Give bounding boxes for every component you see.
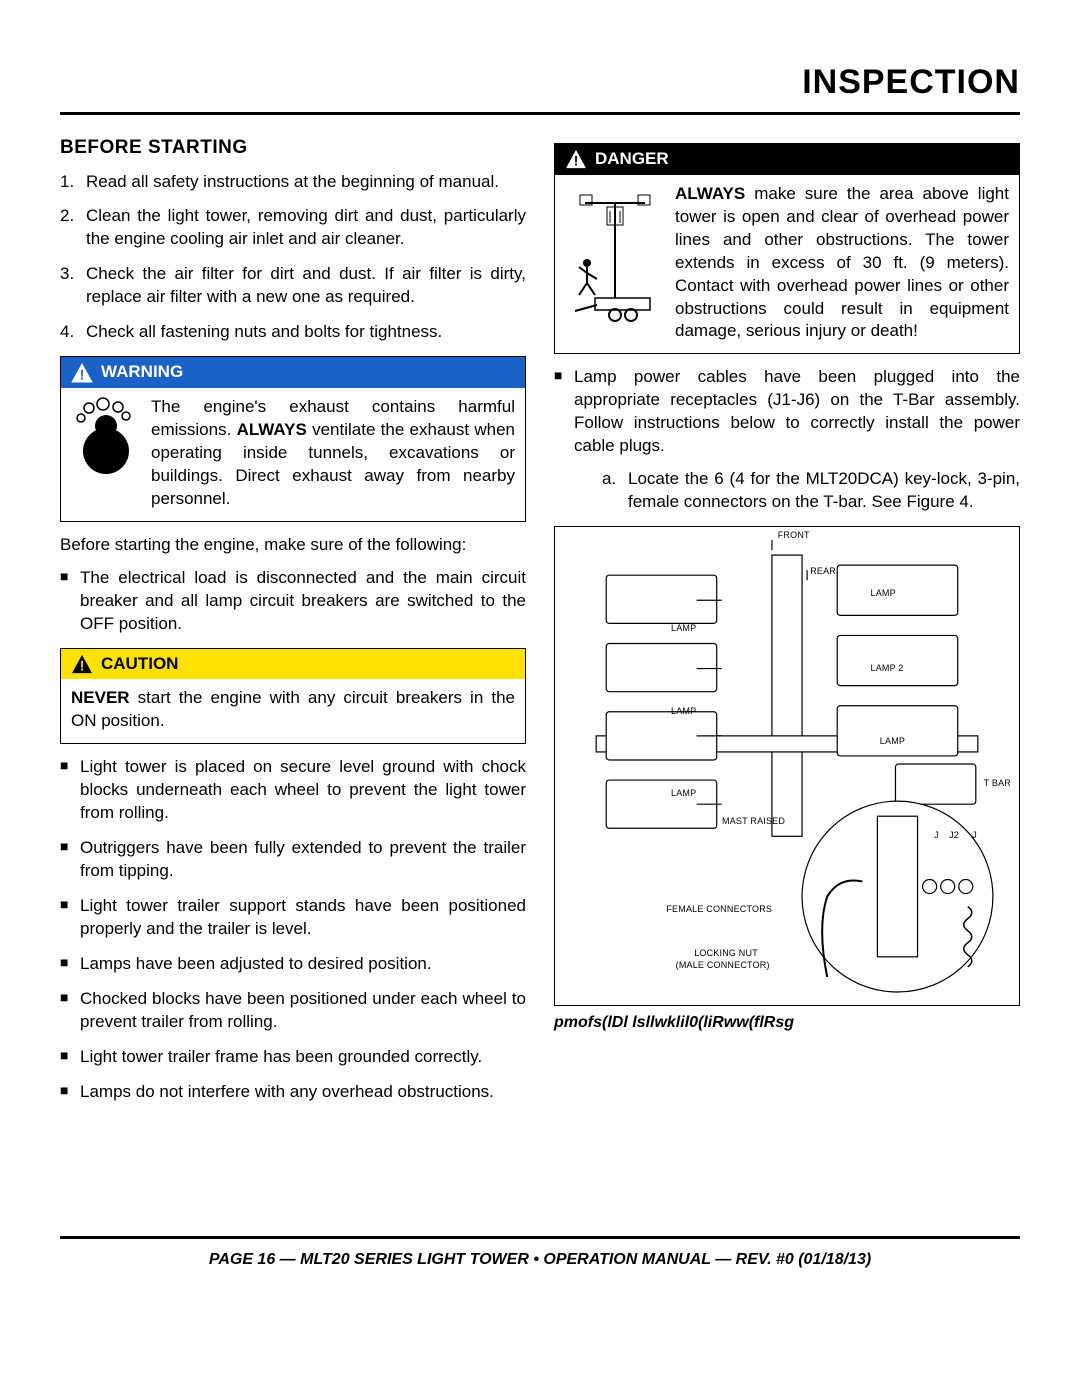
danger-body: ALWAYS make sure the area above light to… [555, 175, 1019, 354]
fig-label: LAMP [871, 587, 896, 599]
text-bold: NEVER [71, 688, 130, 707]
page-footer: PAGE 16 — MLT20 SERIES LIGHT TOWER • OPE… [60, 1236, 1020, 1271]
bullet-list: The electrical load is disconnected and … [60, 567, 526, 636]
sub-list: Locate the 6 (4 for the MLT20DCA) key-lo… [602, 468, 1020, 514]
text-bold: ALWAYS [675, 184, 745, 203]
two-column-layout: BEFORE STARTING Read all safety instruct… [60, 135, 1020, 1116]
svg-text:!: ! [574, 154, 579, 169]
list-item: Clean the light tower, removing dirt and… [60, 205, 526, 251]
svg-text:!: ! [80, 367, 85, 382]
list-item: Light tower trailer frame has been groun… [60, 1046, 526, 1069]
warning-label: WARNING [101, 361, 183, 384]
fig-label: MAST RAISED [722, 815, 785, 827]
caution-label: CAUTION [101, 653, 178, 676]
danger-callout: ! DANGER [554, 143, 1020, 355]
caution-callout: ! CAUTION NEVER start the engine with an… [60, 648, 526, 745]
list-item: Light tower trailer support stands have … [60, 895, 526, 941]
text-bold: ALWAYS [237, 420, 307, 439]
text: start the engine with any circuit breake… [71, 688, 515, 730]
warning-header: ! WARNING [61, 357, 525, 388]
page-title: INSPECTION [60, 60, 1020, 115]
fig-label: T BAR [984, 777, 1011, 789]
list-item: Chocked blocks have been positioned unde… [60, 988, 526, 1034]
left-column: BEFORE STARTING Read all safety instruct… [60, 135, 526, 1116]
text: Lamp power cables have been plugged into… [574, 367, 1020, 455]
right-column: ! DANGER [554, 135, 1020, 1116]
fig-label: J [972, 829, 977, 841]
figure-caption: pmofs(lDl lsllwklil0(liRww(flRsg [554, 1012, 1020, 1034]
warning-text: The engine's exhaust contains harmful em… [151, 396, 515, 511]
list-item: Read all safety instructions at the begi… [60, 171, 526, 194]
danger-label: DANGER [595, 148, 669, 171]
caution-body: NEVER start the engine with any circuit … [61, 679, 525, 743]
list-item: The electrical load is disconnected and … [60, 567, 526, 636]
figure-4: FRONT REAR LAMP LAMP LAMP 2 LAMP LAMP LA… [554, 526, 1020, 1006]
fig-label: LOCKING NUT [694, 947, 758, 959]
danger-header: ! DANGER [555, 144, 1019, 175]
caution-header: ! CAUTION [61, 649, 525, 680]
list-item: Lamp power cables have been plugged into… [554, 366, 1020, 514]
warning-triangle-icon: ! [71, 363, 93, 383]
list-item: Light tower is placed on secure level gr… [60, 756, 526, 825]
warning-body: The engine's exhaust contains harmful em… [61, 388, 525, 521]
fig-label: REAR [810, 565, 836, 577]
intro-paragraph: Before starting the engine, make sure of… [60, 534, 526, 557]
fig-label: LAMP [880, 735, 905, 747]
danger-text: ALWAYS make sure the area above light to… [675, 183, 1009, 344]
light-tower-icon [565, 183, 665, 333]
fig-label: FRONT [778, 529, 810, 541]
fig-label: J [934, 829, 939, 841]
danger-triangle-icon: ! [565, 149, 587, 169]
bullet-list: Lamp power cables have been plugged into… [554, 366, 1020, 514]
exhaust-person-icon [71, 396, 141, 476]
fig-label: LAMP [671, 622, 696, 634]
fig-label: (MALE CONNECTOR) [676, 959, 770, 971]
fig-label: LAMP [671, 705, 696, 717]
fig-label: J2 [949, 829, 959, 841]
list-item: Check all fastening nuts and bolts for t… [60, 321, 526, 344]
svg-text:!: ! [80, 658, 85, 673]
list-item: Lamps have been adjusted to desired posi… [60, 953, 526, 976]
warning-callout: ! WARNING The engine's exhaust contains … [60, 356, 526, 522]
fig-label: LAMP [671, 787, 696, 799]
text: make sure the area above light tower is … [675, 184, 1009, 341]
section-heading: BEFORE STARTING [60, 135, 526, 161]
caution-triangle-icon: ! [71, 654, 93, 674]
bullet-list: Light tower is placed on secure level gr… [60, 756, 526, 1103]
list-item: Outriggers have been fully extended to p… [60, 837, 526, 883]
fig-label: FEMALE CONNECTORS [666, 903, 772, 915]
numbered-list: Read all safety instructions at the begi… [60, 171, 526, 345]
list-item: Lamps do not interfere with any overhead… [60, 1081, 526, 1104]
list-item: Check the air filter for dirt and dust. … [60, 263, 526, 309]
sub-item: Locate the 6 (4 for the MLT20DCA) key-lo… [602, 468, 1020, 514]
figure-svg [563, 535, 1011, 997]
fig-label: LAMP 2 [871, 662, 904, 674]
